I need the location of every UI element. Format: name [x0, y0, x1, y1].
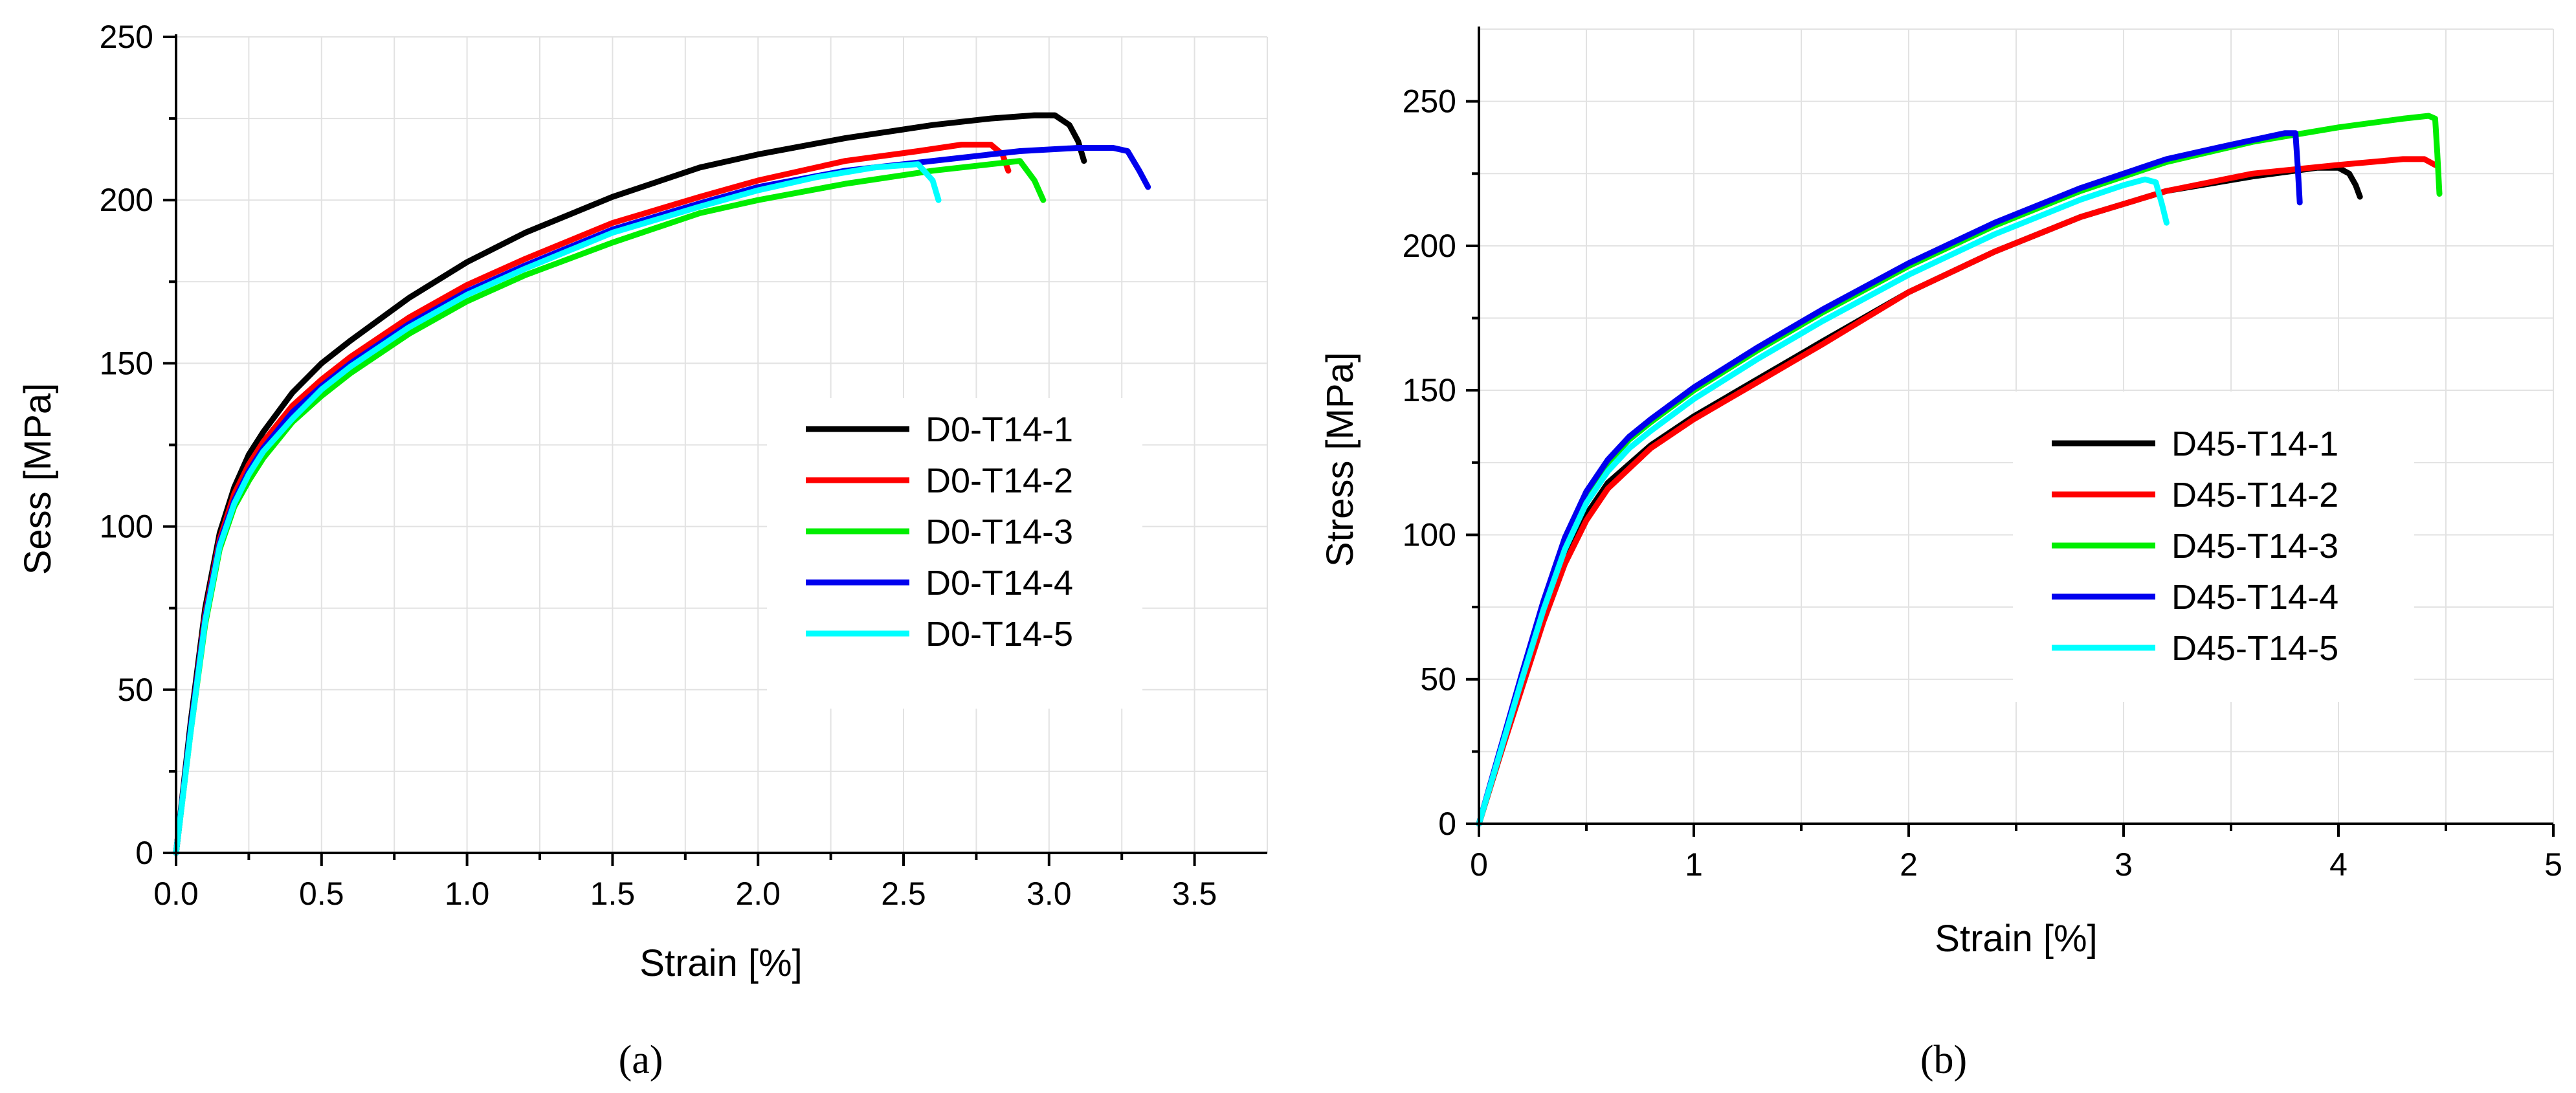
chart-a-y-tick-label: 100 [100, 509, 153, 545]
chart-b-y-tick-label: 200 [1403, 228, 1456, 264]
chart-b-x-tick-label: 3 [2115, 846, 2133, 883]
chart-a-x-tick-label: 2.0 [735, 876, 781, 912]
chart-b-y-tick-label: 250 [1403, 83, 1456, 120]
chart-a-legend-label-4: D0-T14-4 [926, 564, 1073, 602]
chart-b-y-tick-label: 50 [1420, 661, 1456, 698]
chart-a-y-tick-label: 0 [135, 835, 153, 871]
chart-b-x-tick-label: 2 [1900, 846, 1918, 883]
chart-b-legend-label-4: D45-T14-4 [2171, 578, 2338, 617]
chart-a-x-tick-label: 3.5 [1172, 876, 1217, 912]
chart-b-x-tick-label: 4 [2329, 846, 2348, 883]
chart-b-x-tick-label: 0 [1470, 846, 1488, 883]
chart-b-series [1476, 113, 2443, 827]
chart-a-x-tick-label: 1.0 [445, 876, 490, 912]
chart-b-y-tick-label: 100 [1403, 516, 1456, 553]
chart-a-series-line-5 [173, 161, 942, 856]
chart-a-legend-label-5: D0-T14-5 [926, 615, 1073, 654]
chart-b-series-line-5 [1476, 176, 2170, 827]
chart-a-y-tick-label: 150 [100, 345, 153, 381]
chart-b-x-tick-label: 5 [2544, 846, 2562, 883]
chart-b-legend-label-5: D45-T14-5 [2171, 629, 2338, 668]
chart-a-x-tick-label: 1.5 [590, 876, 636, 912]
chart-a-x-tick-label: 0.0 [153, 876, 199, 912]
chart-b-series-line-4 [1476, 130, 2303, 827]
chart-b-y-axis-title: Stress [MPa] [1319, 352, 1361, 567]
chart-a-y-tick-label: 50 [117, 672, 153, 708]
chart-panel-a: 0.0 0.5 1.0 1.5 2.0 2.5 3.0 3.5050100150200250 … [17, 19, 1268, 1082]
chart-a-x-axis-title: Strain [%] [639, 942, 802, 984]
chart-a-y-tick-label: 200 [100, 182, 153, 218]
chart-b-legend-label-2: D45-T14-2 [2171, 476, 2338, 514]
chart-b-legend-label-3: D45-T14-3 [2171, 527, 2338, 566]
chart-a-tick-labels: 0.0 0.5 1.0 1.5 2.0 2.5 3.0 3.5 0 50 100 150 200 250 [100, 19, 1217, 912]
chart-a-y-tick-label: 250 [100, 19, 153, 55]
chart-b-legend: D45-T14-1 D45-T14-2 D45-T14-3 D45-T14-4 D45-… [2013, 392, 2414, 702]
chart-a-x-tick-label: 3.0 [1027, 876, 1072, 912]
chart-b-legend-label-1: D45-T14-1 [2171, 425, 2338, 463]
chart-a-y-axis-title: Sess [MPa] [17, 383, 59, 575]
chart-a-x-tick-label: 2.5 [881, 876, 926, 912]
chart-b-y-tick-label: 150 [1403, 372, 1456, 408]
chart-b-axes [1466, 27, 2555, 837]
chart-a-legend-box [767, 398, 1142, 709]
chart-b-x-tick-label: 1 [1685, 846, 1703, 883]
chart-a-series [173, 112, 1151, 856]
chart-a-legend-label-3: D0-T14-3 [926, 513, 1073, 551]
chart-a-legend-label-1: D0-T14-1 [926, 410, 1073, 449]
panel-label-b: (b) [1920, 1038, 1967, 1082]
chart-b-y-tick-label: 0 [1438, 806, 1456, 842]
chart-a-legend: D0-T14-1 D0-T14-2 D0-T14-3 D0-T14-4 D0-T14-5 [767, 398, 1142, 709]
chart-b-x-axis-title: Strain [%] [1935, 918, 2097, 960]
panel-label-a: (a) [619, 1038, 663, 1082]
chart-a-x-tick-label: 0.5 [299, 876, 344, 912]
chart-a-legend-label-2: D0-T14-2 [926, 461, 1073, 500]
chart-a-axes [163, 34, 1267, 866]
chart-b-series-line-2 [1476, 156, 2438, 827]
